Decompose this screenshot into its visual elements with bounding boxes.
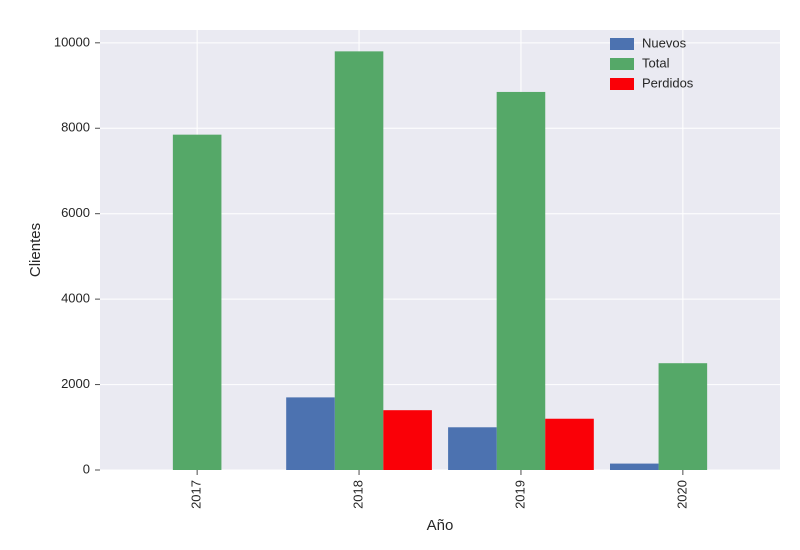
xtick-label: 2020 [674, 480, 689, 509]
ytick-label: 10000 [54, 34, 90, 49]
ytick-label: 8000 [61, 120, 90, 135]
legend-swatch [610, 78, 634, 90]
bar-perdidos-2019 [545, 419, 594, 470]
bar-nuevos-2018 [286, 397, 335, 470]
legend-label: Total [642, 55, 670, 70]
ytick-label: 0 [83, 461, 90, 476]
xtick-label: 2017 [189, 480, 204, 509]
xtick-label: 2019 [512, 480, 527, 509]
legend-label: Perdidos [642, 75, 694, 90]
chart-container: 0 2000 4000 6000 8000 10000 2017 2018 2019 2020 Cl… [0, 0, 800, 550]
bar-total-2017 [173, 135, 222, 470]
chart-svg: 0 2000 4000 6000 8000 10000 2017 2018 2019 2020 Cl… [0, 0, 800, 550]
bar-nuevos-2020 [610, 464, 659, 470]
ytick-label: 4000 [61, 291, 90, 306]
xtick-label: 2018 [350, 480, 365, 509]
xlabel: Año [427, 517, 454, 534]
bar-total-2020 [659, 363, 708, 470]
ytick-label: 2000 [61, 376, 90, 391]
bar-total-2018 [335, 51, 384, 470]
bar-nuevos-2019 [448, 427, 497, 470]
bar-total-2019 [497, 92, 546, 470]
bar-perdidos-2018 [383, 410, 432, 470]
legend-swatch [610, 58, 634, 70]
ylabel: Clientes [27, 223, 44, 277]
ytick-label: 6000 [61, 205, 90, 220]
legend-swatch [610, 38, 634, 50]
legend-label: Nuevos [642, 35, 687, 50]
